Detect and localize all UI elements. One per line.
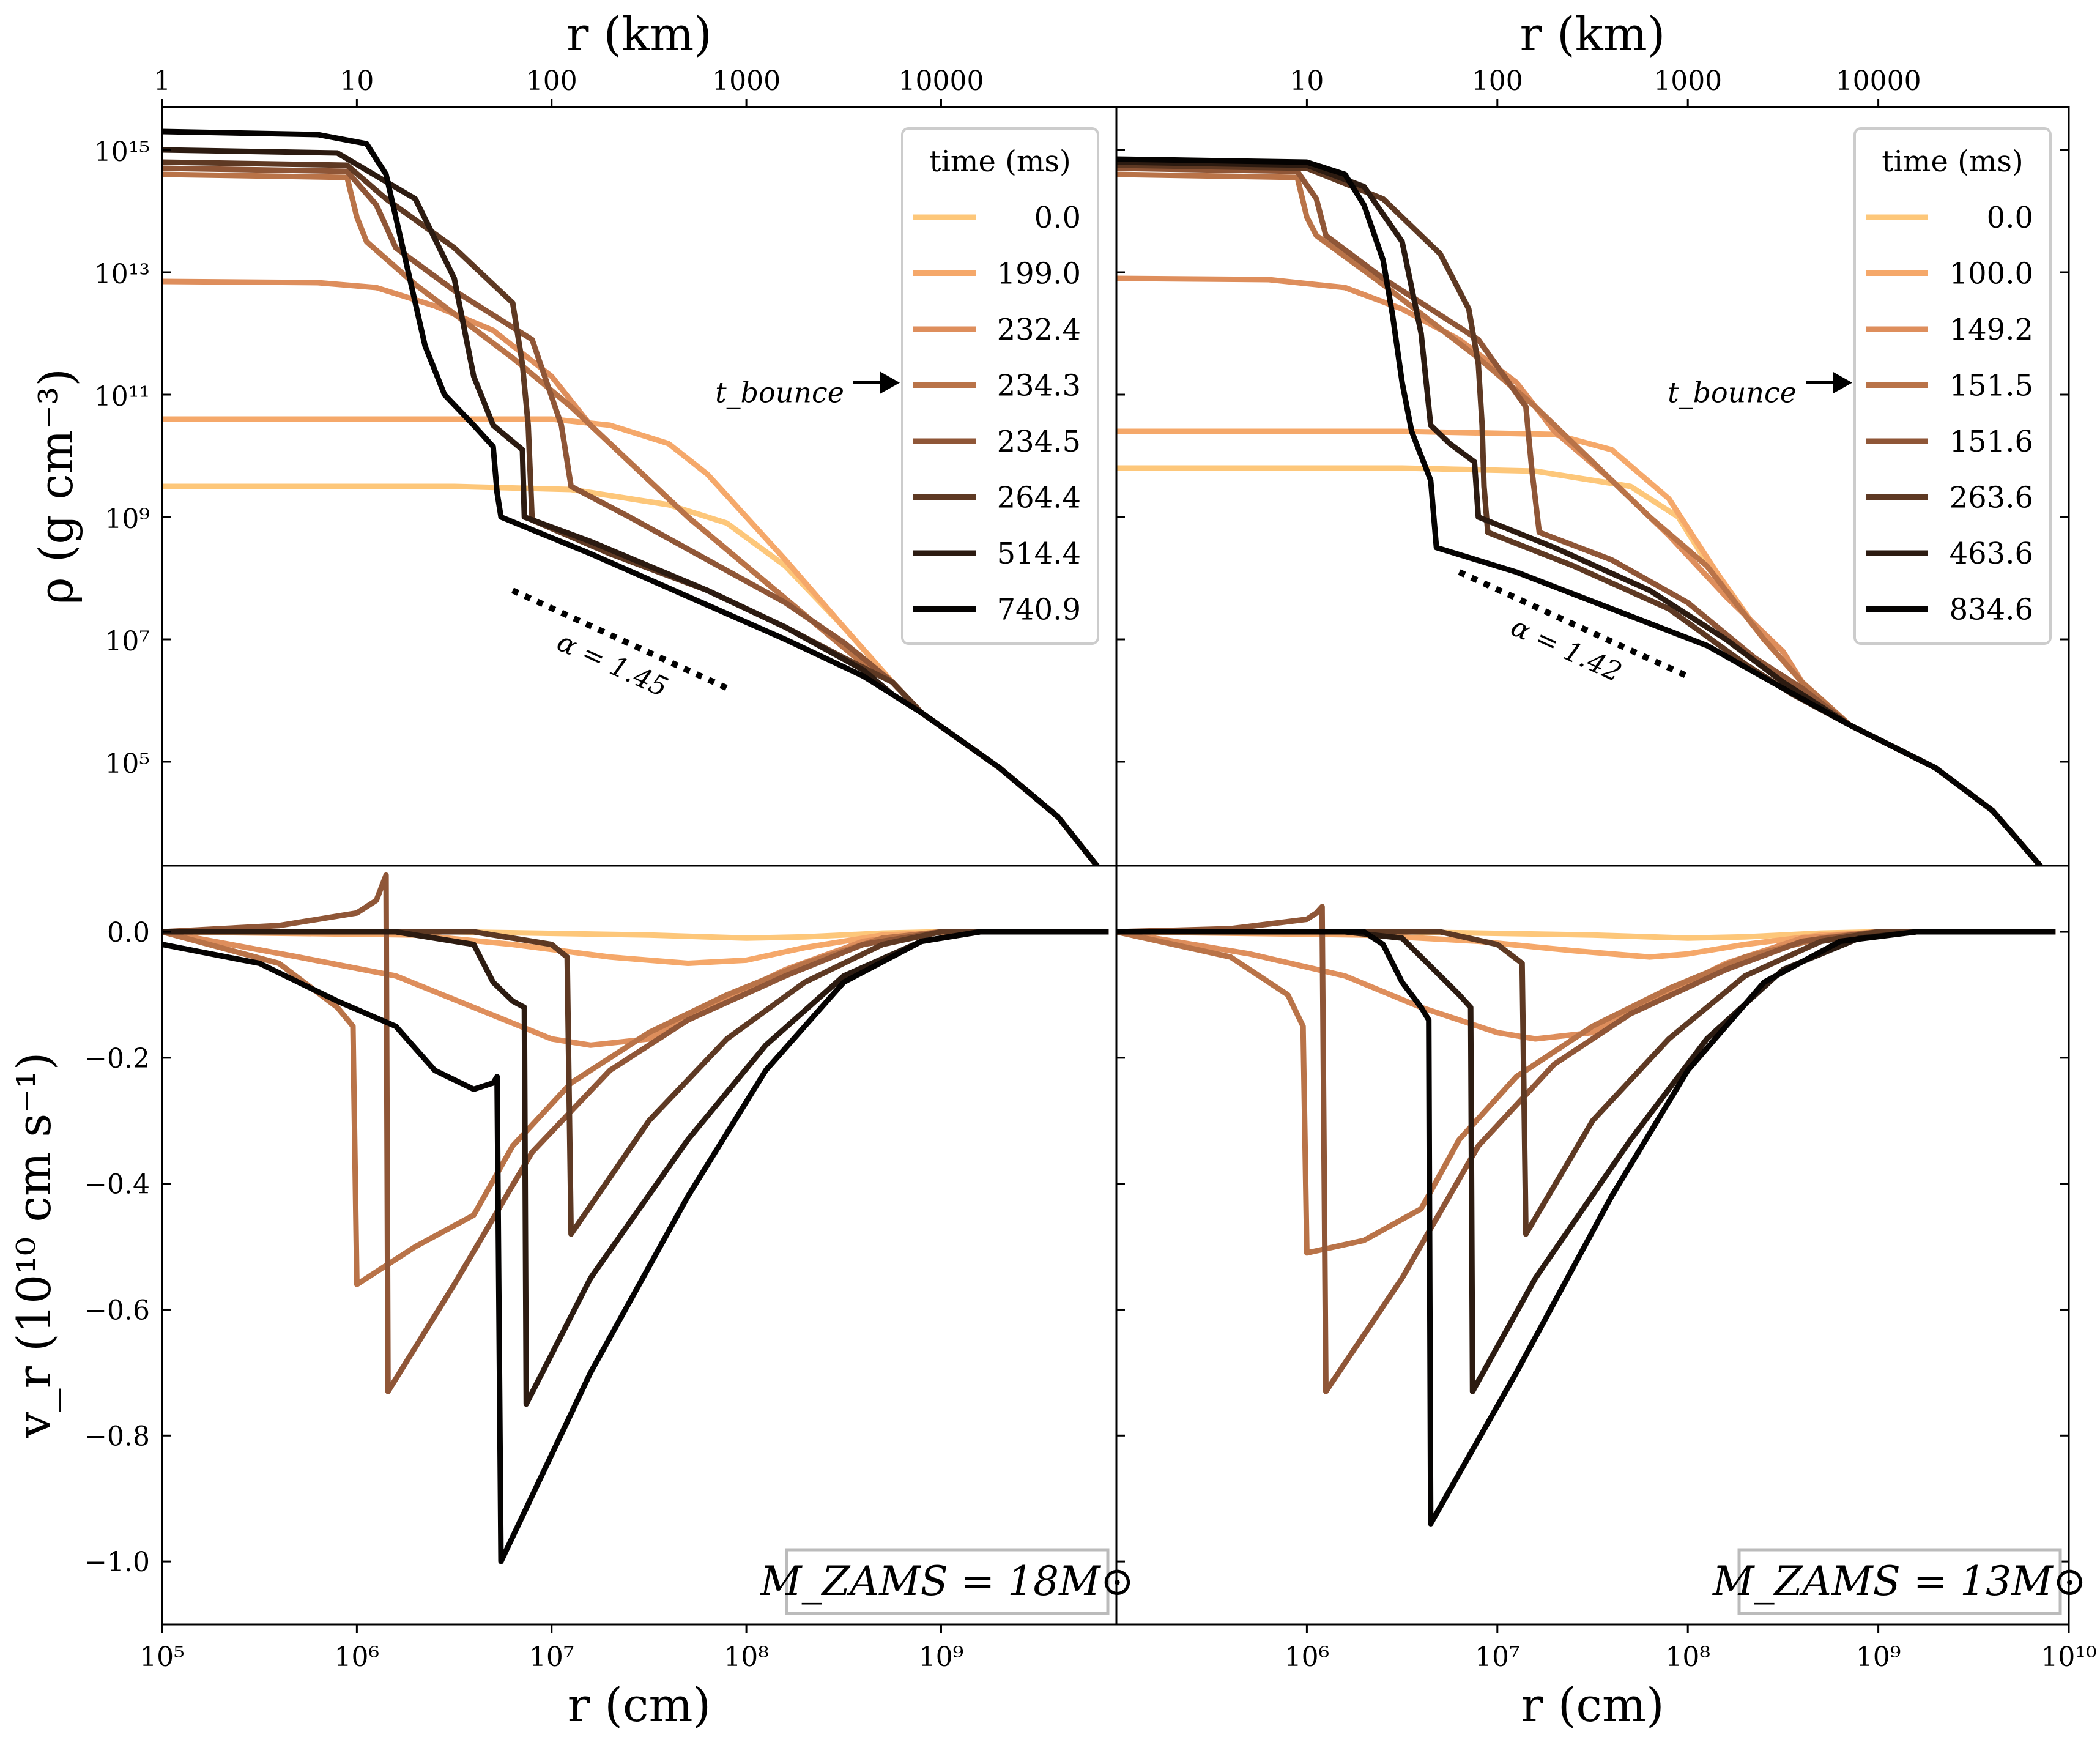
velocity-line-232.4 — [162, 929, 1109, 1048]
legend-entry: 463.6 — [1950, 537, 2033, 571]
density-line-834.6 — [1116, 156, 2044, 866]
top-axis-label: r (km) — [1520, 7, 1666, 61]
density-axis-label: ρ (g cm⁻³) — [29, 368, 83, 604]
density-tick-label: 10⁹ — [105, 504, 150, 535]
legend-entry: 0.0 — [1034, 201, 1081, 235]
legend-title: time (ms) — [1882, 144, 2023, 179]
legend-entry: 234.5 — [997, 425, 1081, 459]
top-tick-label: 10 — [1289, 65, 1324, 97]
legend-entry: 232.4 — [997, 313, 1081, 347]
legend-entry: 100.0 — [1950, 257, 2033, 291]
alpha-reference-line — [1458, 569, 1690, 679]
bottom-tick-label: 10⁸ — [1665, 1642, 1710, 1673]
velocity-tick-label: −0.4 — [84, 1169, 150, 1200]
density-tick-label: 10¹⁵ — [94, 136, 150, 168]
top-axis-label: r (km) — [566, 7, 712, 61]
velocity-line-151.6 — [1116, 904, 2056, 1394]
legend-entry: 234.3 — [997, 369, 1081, 403]
legend-box — [1853, 127, 2052, 645]
top-tick-label: 10000 — [1836, 65, 1921, 97]
mass-label: M_ZAMS = 13M⊙ — [1712, 1558, 2087, 1605]
density-tick-label: 10¹³ — [94, 259, 150, 290]
velocity-line-263.6 — [1116, 929, 2056, 1237]
bottom-tick-label: 10¹⁰ — [2041, 1642, 2096, 1673]
bottom-tick-label: 10⁷ — [1475, 1642, 1520, 1673]
velocity-line-514.4 — [162, 929, 1109, 1407]
bounce-arrow-head — [880, 371, 900, 394]
mass-label: M_ZAMS = 18M⊙ — [760, 1558, 1134, 1605]
density-tick-label: 10⁵ — [105, 748, 150, 779]
velocity-panel-2 — [1116, 904, 2056, 1527]
density-line-740.9 — [162, 128, 1100, 866]
bottom-tick-label: 10⁵ — [139, 1642, 185, 1673]
top-tick-label: 100 — [1472, 65, 1523, 97]
legend-entry: 149.2 — [1950, 313, 2033, 347]
velocity-line-234.5 — [162, 872, 1109, 1394]
legend-entry: 740.9 — [997, 593, 1081, 627]
legend-entry: 834.6 — [1950, 593, 2033, 627]
velocity-line-463.6 — [1116, 929, 2056, 1394]
velocity-line-834.6 — [1116, 929, 2056, 1527]
top-tick-label: 10000 — [898, 65, 984, 97]
velocity-tick-label: −1.0 — [84, 1547, 150, 1578]
legend: time (ms) 0.0 199.0 232.4 234.3 234.5 264.4 514… — [901, 127, 1099, 645]
legend-entry: 151.5 — [1950, 369, 2033, 403]
bottom-tick-label: 10⁷ — [529, 1642, 574, 1673]
axes-frames — [161, 106, 2070, 1626]
legend-entry: 151.6 — [1950, 425, 2033, 459]
top-tick-label: 100 — [526, 65, 577, 97]
top-tick-label: 1000 — [1653, 65, 1722, 97]
legend-entry: 199.0 — [997, 257, 1081, 291]
bottom-tick-label: 10⁹ — [1856, 1642, 1901, 1673]
density-tick-label: 10¹¹ — [94, 381, 150, 412]
legend-entry: 514.4 — [997, 537, 1081, 571]
velocity-axis-label: v_r (10¹⁰ cm s⁻¹) — [7, 1052, 61, 1439]
bounce-label: t_bounce — [715, 376, 844, 409]
plot-area — [162, 128, 2056, 1564]
velocity-line-264.4 — [162, 929, 1109, 1237]
bottom-tick-label: 10⁶ — [1285, 1642, 1330, 1673]
legend: time (ms) 0.0 100.0 149.2 151.5 151.6 263.6 463… — [1853, 127, 2052, 645]
density-panel-2 — [1116, 156, 2044, 866]
density-tick-label: 10⁷ — [105, 626, 150, 657]
bottom-tick-label: 10⁸ — [724, 1642, 769, 1673]
axis-ticks: 1 10 100 1000 10000 r (km) 10 100 1000 10000 r (km… — [7, 7, 2097, 1732]
velocity-panel-1 — [162, 872, 1109, 1564]
legend-entry: 0.0 — [1987, 201, 2033, 235]
bottom-axis-label: r (cm) — [1521, 1678, 1664, 1732]
legend-box — [901, 127, 1099, 645]
velocity-line-740.9 — [162, 929, 1109, 1564]
alpha-label: α = 1.42 — [1506, 611, 1626, 688]
velocity-tick-label: −0.6 — [84, 1295, 150, 1326]
bottom-axis-label: r (cm) — [568, 1678, 711, 1732]
velocity-line-149.2 — [1116, 929, 2056, 1042]
top-tick-label: 1 — [154, 65, 171, 97]
density-panel-1 — [162, 128, 1100, 866]
top-tick-label: 10 — [339, 65, 374, 97]
bounce-arrow-head — [1833, 371, 1852, 394]
velocity-tick-label: −0.2 — [84, 1043, 150, 1074]
velocity-tick-label: 0.0 — [107, 917, 150, 948]
legend-title: time (ms) — [929, 144, 1070, 179]
bottom-tick-label: 10⁹ — [919, 1642, 964, 1673]
legend-entry: 263.6 — [1950, 481, 2033, 515]
legend-entry: 264.4 — [997, 481, 1081, 515]
mass-label-box — [785, 1548, 1110, 1615]
velocity-tick-label: −0.8 — [84, 1421, 150, 1452]
bounce-label: t_bounce — [1668, 376, 1797, 409]
mass-label-box — [1737, 1548, 2062, 1615]
top-tick-label: 1000 — [712, 65, 781, 97]
bottom-tick-label: 10⁶ — [335, 1642, 380, 1673]
